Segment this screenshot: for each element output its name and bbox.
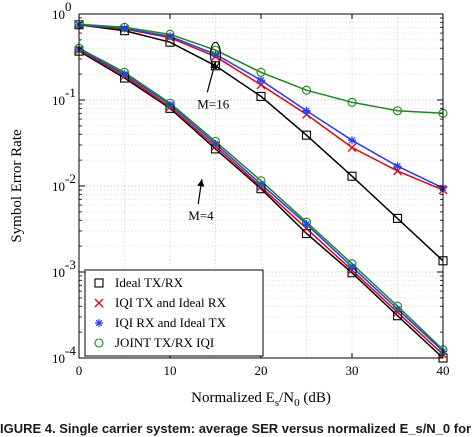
circle-marker	[94, 338, 104, 348]
x-tick-label: 10	[164, 363, 177, 378]
star-marker	[120, 24, 129, 33]
y-tick-exponent: -1	[65, 85, 76, 100]
star-marker	[393, 162, 402, 171]
circle-marker	[392, 301, 403, 311]
y-tick-exponent: 0	[65, 0, 72, 14]
x-axis-title: Normalized Es/N0 (dB)	[191, 390, 331, 409]
circle-marker	[347, 259, 357, 269]
circle-marker	[256, 176, 266, 186]
star-marker	[257, 76, 265, 85]
figure-caption: IGURE 4. Single carrier system: average …	[0, 421, 472, 436]
annotation-arrow	[206, 61, 218, 93]
circle-marker	[256, 67, 266, 77]
circle-marker	[119, 67, 130, 77]
y-tick-label: 10	[52, 93, 65, 108]
series-line-4	[78, 50, 444, 359]
x-marker-stroke	[302, 224, 311, 234]
annotation-arrow	[197, 179, 205, 205]
star-marker-stroke	[394, 162, 401, 170]
x-tick-label: 0	[76, 363, 83, 378]
square-marker	[256, 91, 266, 101]
legend-label: JOINT TX/RX IQI	[115, 335, 214, 350]
star-marker-stroke	[348, 137, 356, 144]
legend-box	[84, 269, 264, 357]
axis-titles: Normalized Es/N0 (dB)Symbol Error Rate	[9, 129, 331, 409]
legend-label: IQI RX and Ideal TX	[115, 315, 227, 330]
square-marker	[392, 213, 403, 223]
star-marker	[302, 106, 311, 115]
star-marker	[166, 32, 174, 41]
star-marker	[120, 70, 129, 79]
annotation-label: M=16	[197, 96, 229, 111]
star-marker-stroke	[303, 107, 310, 114]
circle-marker	[165, 98, 175, 108]
star-marker-stroke	[394, 305, 401, 313]
square-marker	[94, 278, 104, 288]
y-tick-label: 10	[52, 179, 65, 194]
annotation-label: M=4	[188, 208, 214, 223]
x-marker	[302, 224, 311, 234]
x-tick-label: 40	[437, 363, 450, 378]
y-tick-exponent: -2	[65, 171, 76, 186]
star-marker	[348, 136, 356, 145]
legend-label: Ideal TX/RX	[115, 275, 184, 290]
circle-marker	[165, 29, 175, 39]
y-tick-exponent: -4	[65, 343, 76, 358]
x-axis-title-part: /N	[279, 390, 294, 406]
circle-marker	[301, 85, 312, 95]
circle-marker	[347, 97, 357, 107]
square-marker	[347, 171, 357, 181]
x-axis-title-part: (dB)	[300, 390, 331, 406]
star-marker-stroke	[257, 76, 265, 84]
circle-marker	[119, 22, 130, 32]
star-marker	[95, 319, 103, 327]
star-marker-stroke	[121, 25, 128, 32]
x-marker-stroke	[347, 143, 357, 153]
circle-marker	[210, 45, 221, 55]
x-marker	[94, 298, 104, 308]
y-tick-label: 10	[52, 265, 65, 280]
series-line-0	[78, 23, 444, 262]
y-tick-exponent: -3	[65, 257, 76, 272]
annotations: M=16 M=4	[188, 41, 230, 223]
circle-marker	[210, 136, 221, 146]
series-line-3	[78, 23, 444, 115]
star-marker-stroke	[257, 180, 265, 188]
x-marker-stroke	[94, 298, 104, 308]
x-axis-title-part: Normalized E	[191, 390, 275, 406]
star-marker	[211, 139, 220, 148]
square-marker	[301, 130, 312, 140]
square-marker	[301, 228, 312, 239]
x-tick-label: 30	[346, 363, 359, 378]
y-tick-label: 10	[52, 351, 65, 366]
x-axis-title-part: s	[275, 397, 279, 409]
x-marker	[347, 143, 357, 153]
legend: Ideal TX/RX IQI TX and Ideal RX IQI RX and…	[84, 269, 264, 357]
circle-marker	[392, 106, 403, 116]
legend-label: IQI TX and Ideal RX	[115, 295, 227, 310]
y-axis-title: Symbol Error Rate	[9, 129, 25, 243]
y-tick-label: 10	[52, 7, 65, 22]
x-axis-title-part: 0	[294, 397, 300, 409]
x-tick-label: 20	[255, 363, 268, 378]
star-marker-stroke	[348, 263, 356, 271]
star-marker-stroke	[212, 140, 219, 147]
star-marker-stroke	[95, 319, 103, 327]
circle-marker	[301, 217, 312, 227]
